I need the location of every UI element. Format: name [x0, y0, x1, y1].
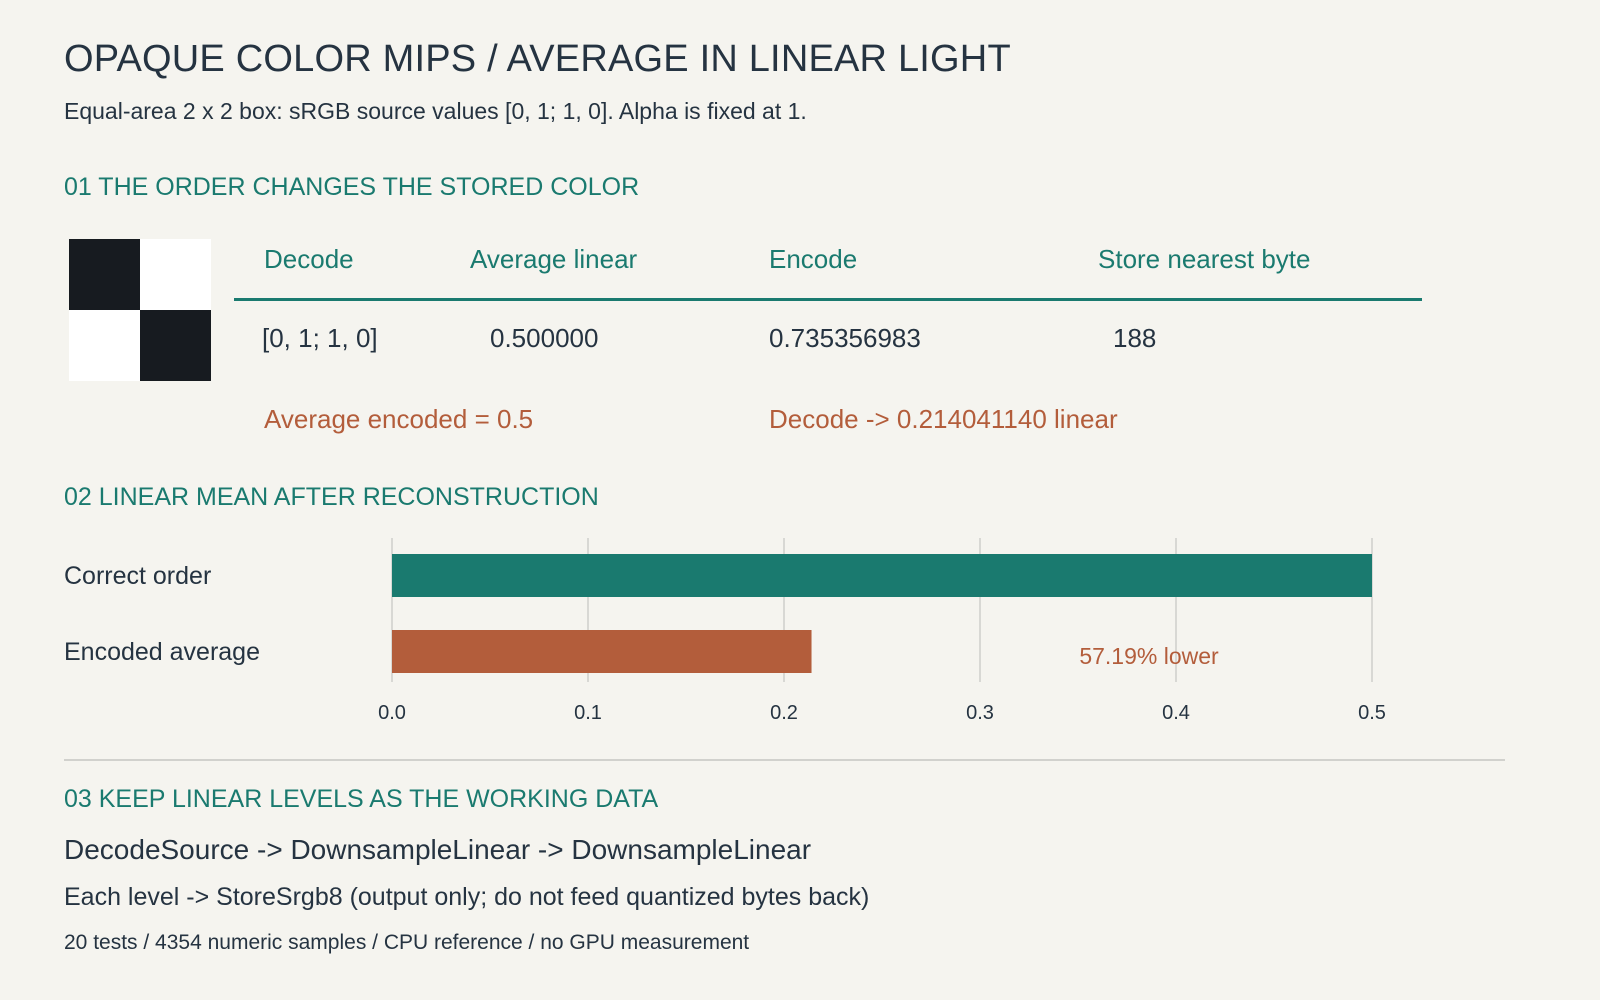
swatch-cell-dark	[140, 310, 211, 381]
pipeline-flow: DecodeSource -> DownsampleLinear -> Down…	[64, 834, 812, 865]
note-average-encoded: Average encoded = 0.5	[264, 404, 534, 434]
x-tick-label: 0.1	[574, 702, 602, 724]
swatch-cell-light	[69, 310, 140, 381]
cell-encode-value: 0.735356983	[769, 323, 921, 353]
store-note: Each level -> StoreSrgb8 (output only; d…	[64, 883, 870, 911]
x-tick-label: 0.4	[1162, 702, 1190, 724]
x-tick-label: 0.2	[770, 702, 798, 724]
section-heading-order: 01 THE ORDER CHANGES THE STORED COLOR	[64, 173, 640, 201]
x-tick-label: 0.3	[966, 702, 994, 724]
column-header-encode: Encode	[769, 244, 858, 274]
checkerboard-swatch	[69, 239, 211, 381]
section-divider	[64, 759, 1505, 761]
bar-chart: 0.0 0.1 0.2 0.3 0.4 0.5 57.19% lower	[378, 538, 1386, 724]
bar-correct-order	[392, 554, 1372, 597]
bar-label-correct-order: Correct order	[64, 562, 212, 590]
x-tick-label: 0.5	[1358, 702, 1386, 724]
footer-stats: 20 tests / 4354 numeric samples / CPU re…	[64, 931, 750, 954]
section-heading-linear-mean: 02 LINEAR MEAN AFTER RECONSTRUCTION	[64, 483, 599, 511]
column-header-store-byte: Store nearest byte	[1098, 244, 1311, 274]
column-header-average-linear: Average linear	[470, 244, 638, 274]
swatch-cell-light	[140, 239, 211, 310]
bar-label-encoded-average: Encoded average	[64, 638, 260, 666]
x-tick-label: 0.0	[378, 702, 406, 724]
bar-encoded-average	[392, 630, 812, 673]
page-title: OPAQUE COLOR MIPS / AVERAGE IN LINEAR LI…	[64, 38, 1011, 80]
cell-average-value: 0.500000	[490, 323, 599, 353]
swatch-cell-dark	[69, 239, 140, 310]
table-header-rule	[234, 298, 1422, 301]
section-heading-keep-linear: 03 KEEP LINEAR LEVELS AS THE WORKING DAT…	[64, 785, 659, 813]
cell-decode-value: [0, 1; 1, 0]	[262, 323, 378, 353]
annotation-percent-lower: 57.19% lower	[1079, 643, 1219, 669]
note-decode-linear: Decode -> 0.214041140 linear	[769, 404, 1118, 434]
page-subtitle: Equal-area 2 x 2 box: sRGB source values…	[64, 98, 807, 124]
cell-byte-value: 188	[1113, 323, 1157, 353]
column-header-decode: Decode	[264, 244, 354, 274]
